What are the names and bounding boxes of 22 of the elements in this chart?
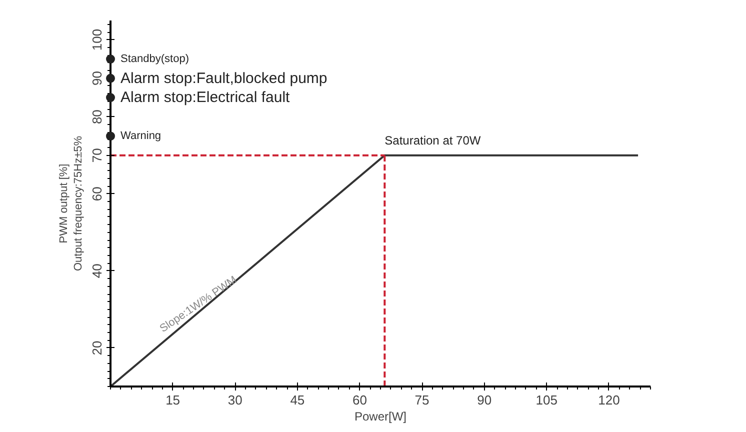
x-tick-label: 120 (598, 392, 620, 408)
annotation: Alarm stop:Electrical fault (120, 89, 291, 106)
y-tick-label: 60 (90, 186, 104, 202)
y-tick-label: 90 (90, 71, 104, 86)
annotation: Alarm stop:Fault,blocked pump (120, 70, 328, 87)
x-tick-label: 15 (166, 392, 180, 408)
x-axis-title: Power[W] (354, 410, 407, 424)
x-tick-label: 30 (228, 392, 242, 408)
x-tick-label: 90 (477, 392, 492, 408)
annotation: Saturation at 70W (384, 133, 482, 148)
annotation: Standby(stop) (120, 53, 189, 66)
y-tick-label: 40 (90, 264, 104, 278)
x-tick-label: 45 (290, 392, 305, 408)
x-tick-label: 75 (414, 392, 430, 408)
x-tick-label: 60 (352, 392, 367, 408)
annotation: Warning (120, 130, 162, 142)
y-axis-title: PWM output [%] Output frequency:75Hz±5% (58, 136, 84, 272)
x-tick-label: 105 (536, 392, 558, 408)
y-tick-label: 80 (90, 110, 104, 124)
y-tick-label: 70 (90, 148, 104, 163)
y-tick-label: 20 (90, 340, 104, 356)
y-tick-label: 100 (90, 28, 104, 51)
